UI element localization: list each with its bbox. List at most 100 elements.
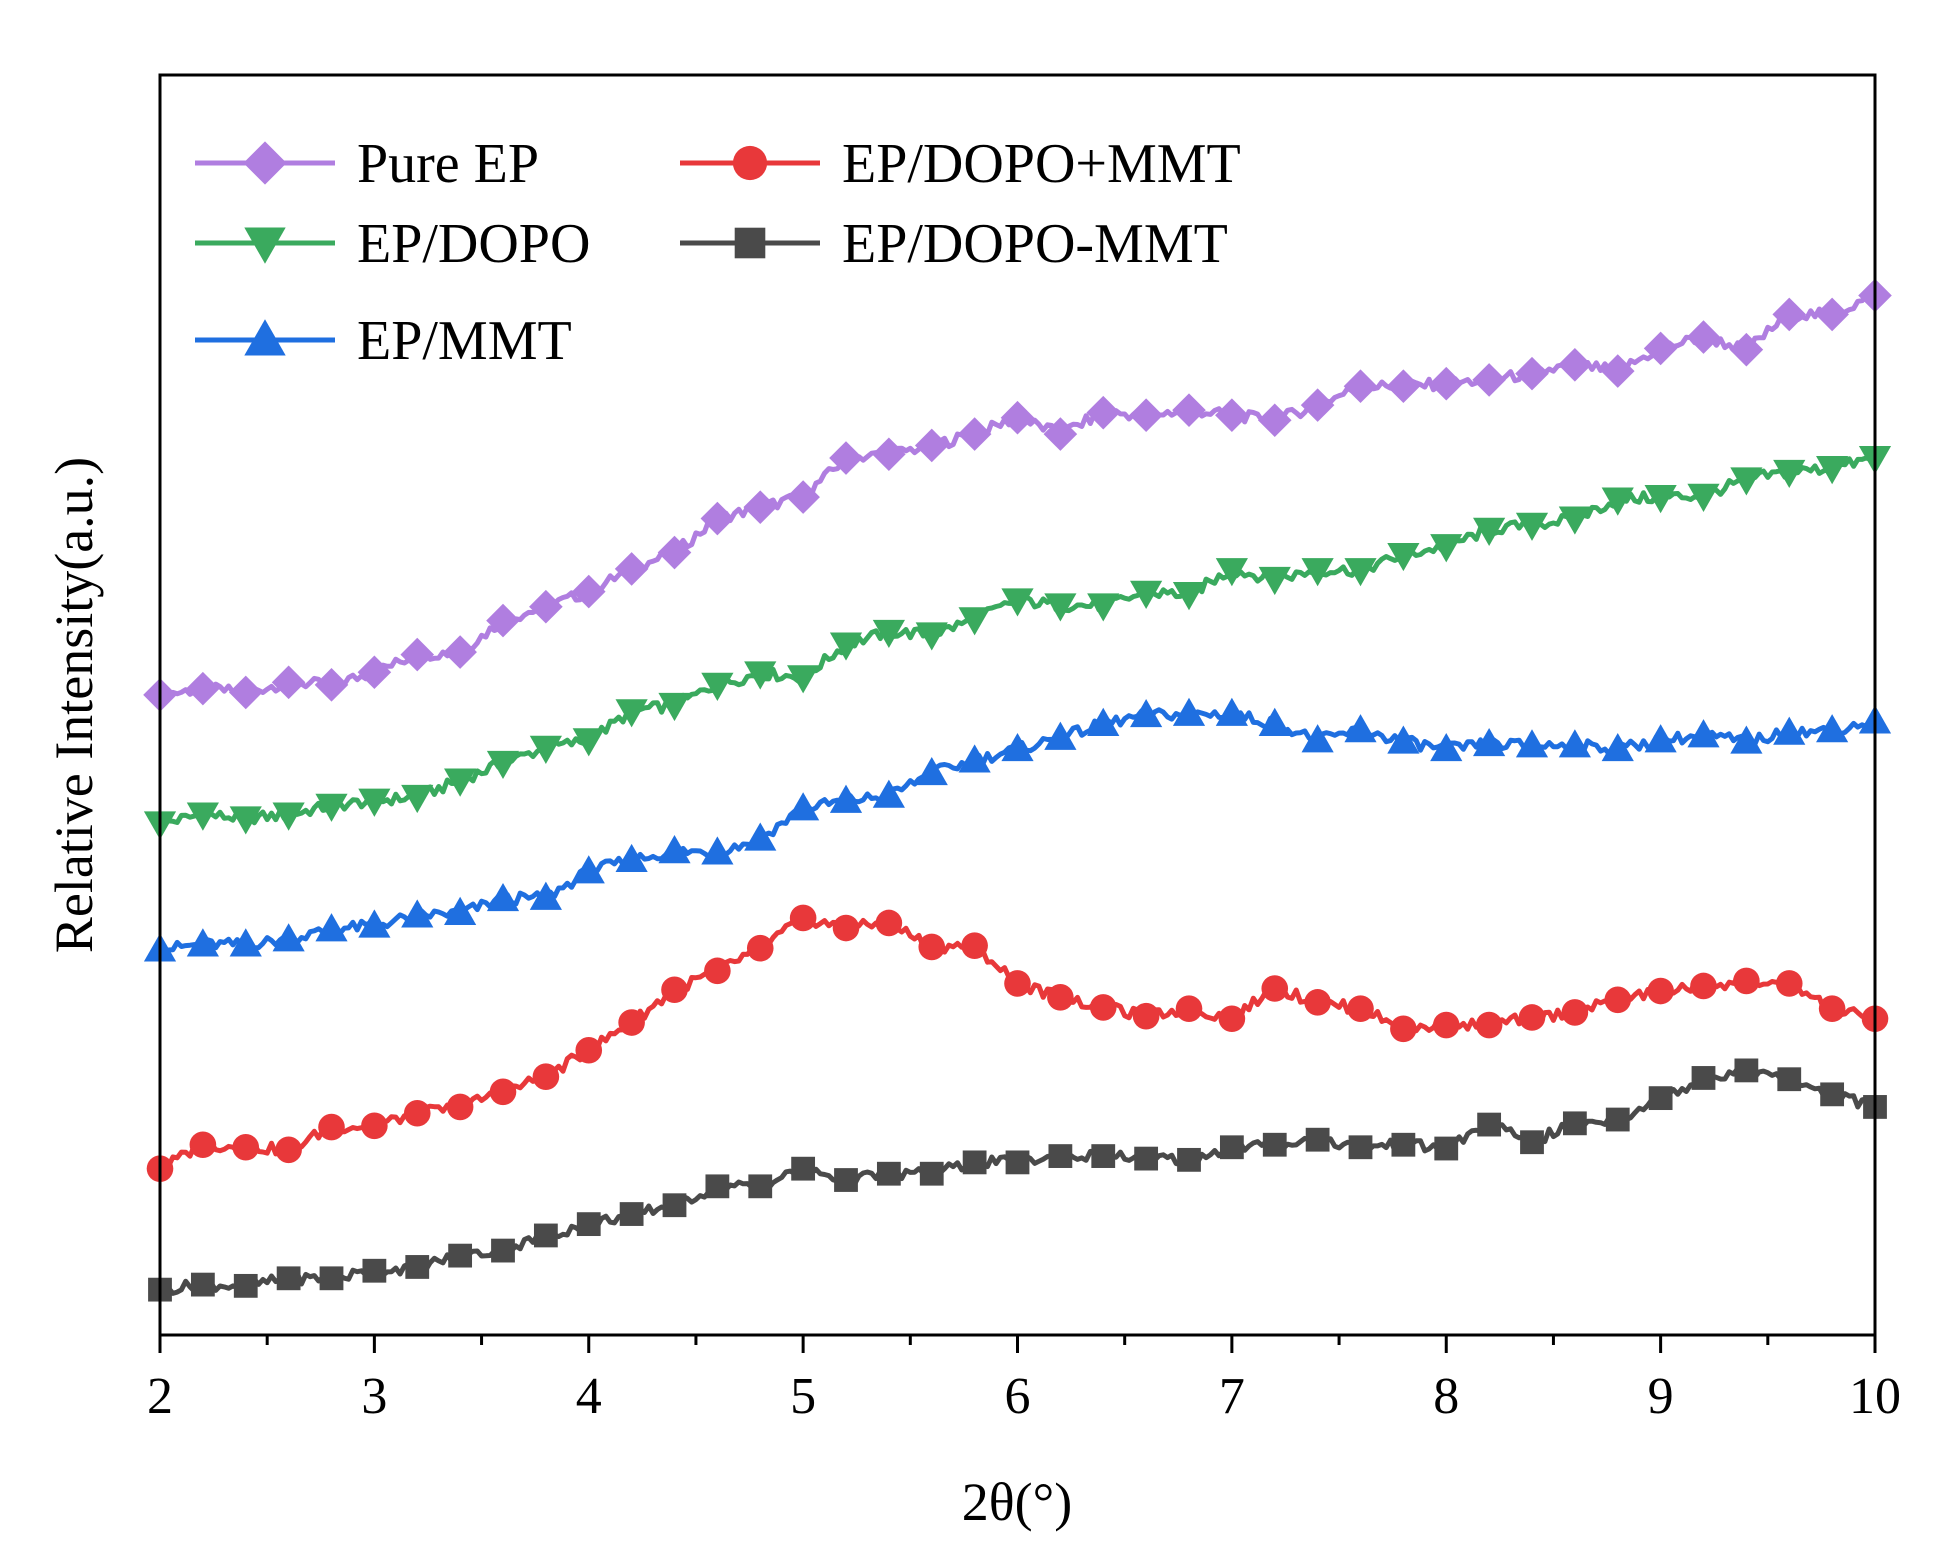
data-point-ep-dopo-mmt [1134, 1146, 1159, 1171]
data-point-ep-dopo-mmt [1261, 975, 1289, 1002]
y-axis-title: Relative Intensity(a.u.) [44, 457, 104, 953]
data-point-ep-dopo-mmt [1434, 1136, 1459, 1161]
data-point-ep-mmt [1773, 716, 1806, 745]
data-point-ep-dopo-mmt [1304, 989, 1331, 1016]
data-point-ep-dopo-mmt [919, 1161, 944, 1186]
data-point-ep-dopo [1258, 566, 1291, 596]
data-point-ep-dopo-mmt [489, 1078, 517, 1106]
data-point-pure-ep [1515, 356, 1549, 391]
data-point-pure-ep [1815, 297, 1849, 332]
data-point-ep-dopo-mmt [875, 909, 903, 937]
data-point-ep-mmt [1387, 725, 1420, 754]
data-point-ep-dopo-mmt [189, 1131, 217, 1159]
data-point-ep-mmt [572, 855, 605, 884]
data-point-ep-dopo [1558, 506, 1591, 535]
data-point-ep-dopo-mmt [1820, 1082, 1845, 1107]
data-point-pure-ep [1600, 354, 1635, 388]
data-point-ep-dopo-mmt [1047, 984, 1074, 1011]
data-point-pure-ep [1257, 403, 1292, 438]
data-point-pure-ep [614, 552, 649, 586]
data-point-ep-dopo-mmt [1177, 1147, 1201, 1172]
legend-label: EP/MMT [357, 310, 572, 372]
data-point-pure-ep [443, 635, 477, 669]
data-point-ep-dopo [1215, 558, 1248, 587]
data-point-ep-dopo-mmt [491, 1238, 515, 1263]
data-point-pure-ep [228, 675, 263, 710]
data-point-pure-ep [1043, 417, 1078, 451]
data-point-ep-dopo [1172, 582, 1206, 611]
data-point-ep-mmt [272, 923, 305, 952]
data-point-pure-ep [700, 501, 735, 536]
data-point-ep-dopo-mmt [1648, 1086, 1673, 1111]
data-point-ep-dopo-mmt [1218, 1005, 1246, 1033]
data-point-pure-ep [1472, 363, 1506, 397]
x-tick-label: 7 [1219, 1368, 1245, 1425]
data-point-ep-dopo [744, 661, 777, 690]
data-point-ep-dopo [1130, 580, 1163, 609]
data-point-ep-mmt [1044, 721, 1077, 750]
data-point-ep-dopo [872, 619, 905, 649]
data-point-ep-dopo-mmt [1132, 1002, 1160, 1030]
legend-label: EP/DOPO [357, 213, 590, 275]
data-point-ep-mmt [1687, 719, 1720, 748]
data-point-ep-mmt [1558, 729, 1591, 758]
data-point-ep-mmt [915, 756, 948, 786]
data-point-ep-mmt [315, 913, 348, 942]
data-point-pure-ep [914, 428, 949, 463]
data-point-ep-dopo [1430, 534, 1463, 563]
data-point-ep-mmt [1215, 697, 1248, 726]
data-point-ep-dopo [1515, 512, 1549, 541]
data-point-ep-dopo-mmt [1520, 1130, 1544, 1155]
x-tick-label: 6 [1005, 1368, 1031, 1425]
data-point-ep-mmt [358, 909, 391, 938]
data-point-ep-mmt [1301, 724, 1334, 753]
data-point-ep-dopo-mmt [746, 934, 774, 962]
data-point-ep-dopo-mmt [1690, 972, 1717, 1000]
data-point-ep-mmt [229, 928, 262, 957]
data-point-ep-dopo-mmt [789, 904, 817, 932]
data-point-ep-dopo [444, 768, 477, 797]
x-axis-title: 2θ(°) [962, 1472, 1072, 1532]
legend-item-pure-ep: Pure EP [195, 133, 539, 195]
data-point-ep-dopo-mmt [1432, 1011, 1460, 1039]
data-point-ep-dopo [401, 784, 434, 814]
data-point-ep-dopo [1644, 485, 1677, 514]
data-point-ep-mmt [1344, 714, 1377, 743]
data-point-ep-dopo-mmt [1348, 1135, 1373, 1160]
data-point-ep-dopo-mmt [834, 1168, 858, 1192]
data-point-ep-dopo [787, 665, 820, 694]
legend-item-ep-dopo-mmt: EP/DOPO-MMT [680, 213, 1228, 275]
data-point-ep-mmt [1130, 698, 1163, 728]
data-point-ep-mmt [529, 881, 562, 910]
data-point-pure-ep [1086, 395, 1121, 430]
data-point-ep-mmt [186, 928, 219, 957]
data-point-ep-dopo-mmt [618, 1009, 645, 1036]
data-point-ep-dopo [1601, 487, 1634, 516]
data-point-ep-dopo [1816, 456, 1849, 485]
data-point-pure-ep [957, 417, 992, 451]
data-point-ep-dopo-mmt [1475, 1011, 1503, 1039]
data-point-ep-dopo-mmt [748, 1174, 773, 1199]
data-point-ep-dopo [958, 607, 991, 636]
data-point-pure-ep [786, 480, 820, 514]
data-point-pure-ep [186, 671, 220, 706]
series-ep-dopo [143, 445, 1892, 840]
data-point-ep-dopo-mmt [276, 1266, 301, 1291]
legend-marker [734, 227, 766, 259]
data-point-ep-dopo-mmt [361, 1112, 388, 1140]
data-point-ep-dopo-mmt [1391, 1132, 1416, 1157]
data-point-ep-mmt [1601, 733, 1634, 762]
data-point-ep-dopo-mmt [403, 1099, 431, 1127]
data-point-ep-dopo-mmt [619, 1202, 644, 1226]
data-point-ep-dopo [358, 788, 391, 817]
data-point-ep-dopo-mmt [918, 933, 946, 961]
data-point-pure-ep [357, 655, 392, 690]
data-point-ep-dopo-mmt [1605, 1107, 1630, 1132]
data-point-ep-dopo-mmt [1390, 1015, 1417, 1043]
data-point-ep-mmt [1644, 724, 1677, 753]
data-point-pure-ep [1558, 348, 1592, 382]
data-point-pure-ep [1772, 297, 1807, 332]
data-point-pure-ep [657, 535, 692, 570]
data-point-ep-dopo-mmt [533, 1223, 558, 1248]
